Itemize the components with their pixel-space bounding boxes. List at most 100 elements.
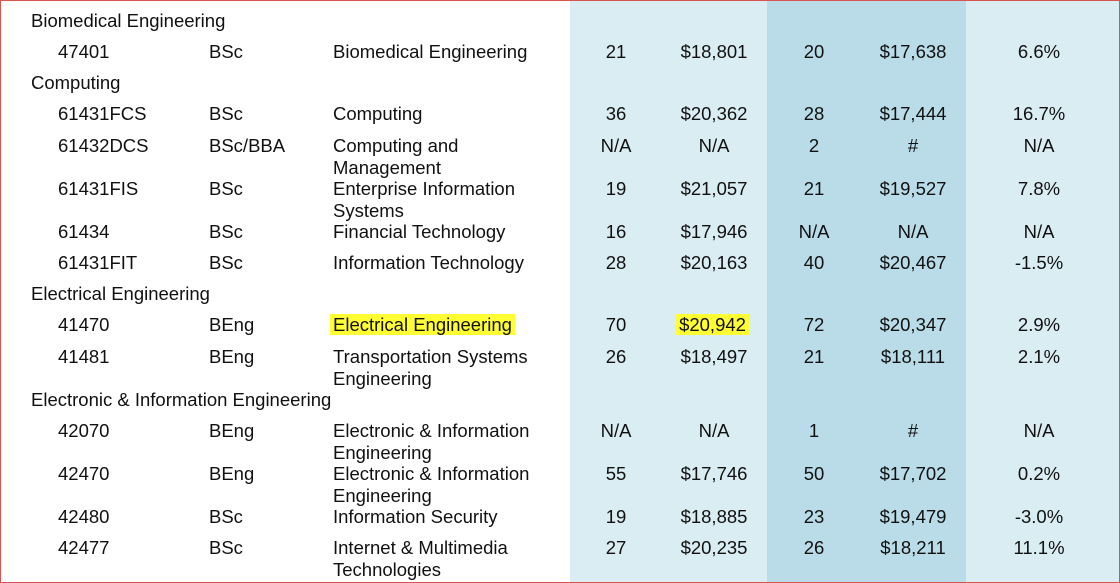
programme-name: Enterprise Information Systems [333,178,516,221]
value-col-1: 19 [605,506,627,527]
value-col-5: -1.5% [1014,252,1064,273]
degree-type: BEng [209,420,255,441]
value-col-5: 16.7% [1012,103,1066,124]
table-row: 61431FIT BSc Information Technology 28 $… [0,252,1120,282]
value-col-4: $20,347 [879,314,947,335]
programme-name: Transportation Systems Engineering [333,346,528,389]
degree-type: BSc [209,252,243,273]
value-col-1: 21 [605,41,627,62]
group-name: Electronic & Information Engineering [31,389,332,410]
value-col-4: $19,527 [879,178,947,199]
value-col-4: $17,702 [879,463,947,484]
highlighted-value: $20,942 [676,314,749,335]
value-col-1: 16 [605,221,627,242]
group-header: Electronic & Information Engineering [0,389,1120,419]
value-col-1: 28 [605,252,627,273]
programme-code: 61431FIS [58,178,139,199]
value-col-1: 55 [605,463,627,484]
value-col-2: $17,946 [680,221,748,242]
value-col-4: # [907,135,919,156]
value-col-4: $19,479 [879,506,947,527]
value-col-1: N/A [600,420,632,441]
value-col-2: $20,942 [654,314,774,336]
value-col-1: 70 [605,314,627,335]
programme-name: Electronic & Information Engineering [333,420,530,463]
value-col-1: 36 [605,103,627,124]
value-col-1: 19 [605,178,627,199]
value-col-3: 20 [803,41,825,62]
programme-code: 42477 [58,537,110,558]
group-header: Electrical Engineering [0,283,1120,313]
programme-code: 61434 [58,221,110,242]
value-col-5: 7.8% [1017,178,1061,199]
value-col-5: 11.1% [1013,537,1065,558]
table-row: 42470 BEng Electronic & Information Engi… [0,463,1120,506]
programme-code: 47401 [58,41,110,62]
degree-type: BEng [209,463,255,484]
programme-name: Information Technology [333,252,524,273]
group-header: Computing [0,72,1120,102]
degree-type: BEng [209,346,255,367]
table-row: 47401 BSc Biomedical Engineering 21 $18,… [0,41,1120,71]
degree-type: BSc [209,41,243,62]
value-col-2: $18,801 [680,41,748,62]
group-name: Electrical Engineering [31,283,210,304]
table-row: 41470 BEng Electrical Engineering 70 $20… [0,314,1120,344]
value-col-2: $20,235 [680,537,748,558]
programme-name: Biomedical Engineering [333,41,528,62]
table-row: 42070 BEng Electronic & Information Engi… [0,420,1120,463]
value-col-3: 1 [808,420,820,441]
programme-code: 61431FCS [58,103,147,124]
value-col-3: N/A [798,221,830,242]
programme-code: 41470 [58,314,110,335]
programme-name: Information Security [333,506,498,527]
value-col-2: N/A [698,420,730,441]
value-col-4: # [907,420,919,441]
group-name: Computing [31,72,121,93]
value-col-4: $20,467 [879,252,947,273]
degree-type: BEng [209,314,255,335]
group-name: Biomedical Engineering [31,10,226,31]
value-col-3: 23 [803,506,825,527]
value-col-3: 40 [803,252,825,273]
programme-name: Financial Technology [333,221,506,242]
value-col-2: $18,497 [680,346,748,367]
value-col-5: N/A [1023,221,1055,242]
programme-code: 61431FIT [58,252,138,273]
degree-type: BSc/BBA [209,135,286,156]
programme-name: Electrical Engineering [330,314,565,336]
value-col-5: 0.2% [1017,463,1061,484]
degree-type: BSc [209,103,243,124]
value-col-1: N/A [600,135,632,156]
programme-code: 42480 [58,506,110,527]
value-col-2: $20,362 [680,103,748,124]
programme-code: 61432DCS [58,135,149,156]
column-band-right [966,1,1119,582]
table-row: 61431FCS BSc Computing 36 $20,362 28 $17… [0,103,1120,133]
programme-code: 42070 [58,420,110,441]
degree-type: BSc [209,221,243,242]
value-col-4: $18,111 [880,346,946,367]
degree-type: BSc [209,506,243,527]
value-col-2: N/A [698,135,730,156]
table-row: 42477 BSc Internet & Multimedia Technolo… [0,537,1120,580]
value-col-3: 28 [803,103,825,124]
column-band-light [570,1,767,582]
value-col-3: 2 [808,135,820,156]
degree-type: BSc [209,537,243,558]
value-col-5: N/A [1023,135,1055,156]
value-col-3: 72 [803,314,825,335]
value-col-3: 50 [803,463,825,484]
programme-code: 41481 [58,346,110,367]
programme-name: Electronic & Information Engineering [333,463,530,506]
group-header: Biomedical Engineering [0,10,1120,40]
value-col-5: 2.9% [1017,314,1061,335]
table-row: 61431FIS BSc Enterprise Information Syst… [0,178,1120,221]
table-row: 61432DCS BSc/BBA Computing and Managemen… [0,135,1120,178]
value-col-3: 26 [803,537,825,558]
programme-code: 42470 [58,463,110,484]
table-row: 41481 BEng Transportation Systems Engine… [0,346,1120,389]
programme-name: Computing [333,103,423,124]
column-band-dark [767,1,966,582]
highlighted-programme-name: Electrical Engineering [330,314,515,335]
